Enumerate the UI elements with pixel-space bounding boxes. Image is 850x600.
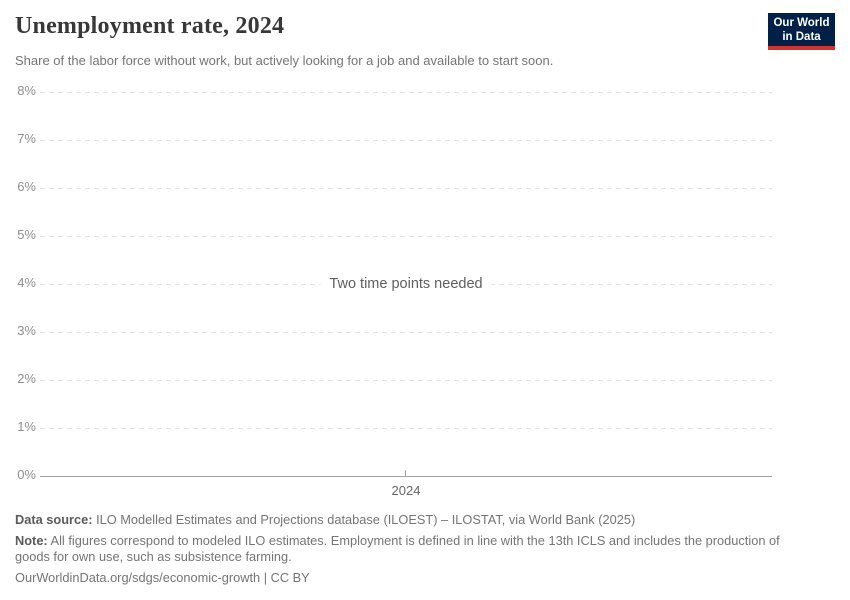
x-tick-label: 2024 [391, 483, 421, 498]
owid-logo-line2: in Data [782, 31, 821, 43]
owid-logo-line1: Our World [773, 17, 830, 29]
y-tick-label: 3% [17, 323, 36, 338]
gridline [40, 380, 772, 381]
y-tick-label: 5% [17, 227, 36, 242]
data-source-line: Data source: ILO Modelled Estimates and … [15, 512, 837, 528]
no-data-message: Two time points needed [320, 274, 492, 294]
gridline [40, 236, 772, 237]
y-tick-label: 0% [17, 467, 36, 482]
gridline [40, 428, 772, 429]
data-source-text: ILO Modelled Estimates and Projections d… [92, 512, 636, 527]
x-axis-line [40, 476, 772, 477]
note-label: Note: [15, 533, 48, 548]
gridline [40, 140, 772, 141]
y-tick-label: 8% [17, 83, 36, 98]
data-source-label: Data source: [15, 512, 93, 527]
chart-footer: Data source: ILO Modelled Estimates and … [15, 512, 837, 586]
page-title: Unemployment rate, 2024 [15, 13, 285, 39]
y-tick-label: 6% [17, 179, 36, 194]
gridline [40, 92, 772, 93]
page-subtitle: Share of the labor force without work, b… [15, 53, 554, 68]
gridline [40, 332, 772, 333]
gridline [40, 188, 772, 189]
origin-url-line[interactable]: OurWorldinData.org/sdgs/economic-growth … [15, 570, 310, 585]
note-line: Note: All figures correspond to modeled … [15, 533, 807, 565]
y-tick-label: 7% [17, 131, 36, 146]
y-tick-label: 2% [17, 371, 36, 386]
x-axis-tick [405, 470, 406, 477]
y-tick-label: 1% [17, 419, 36, 434]
owid-logo[interactable]: Our World in Data [768, 13, 835, 50]
note-text: All figures correspond to modeled ILO es… [15, 533, 780, 564]
y-tick-label: 4% [17, 275, 36, 290]
